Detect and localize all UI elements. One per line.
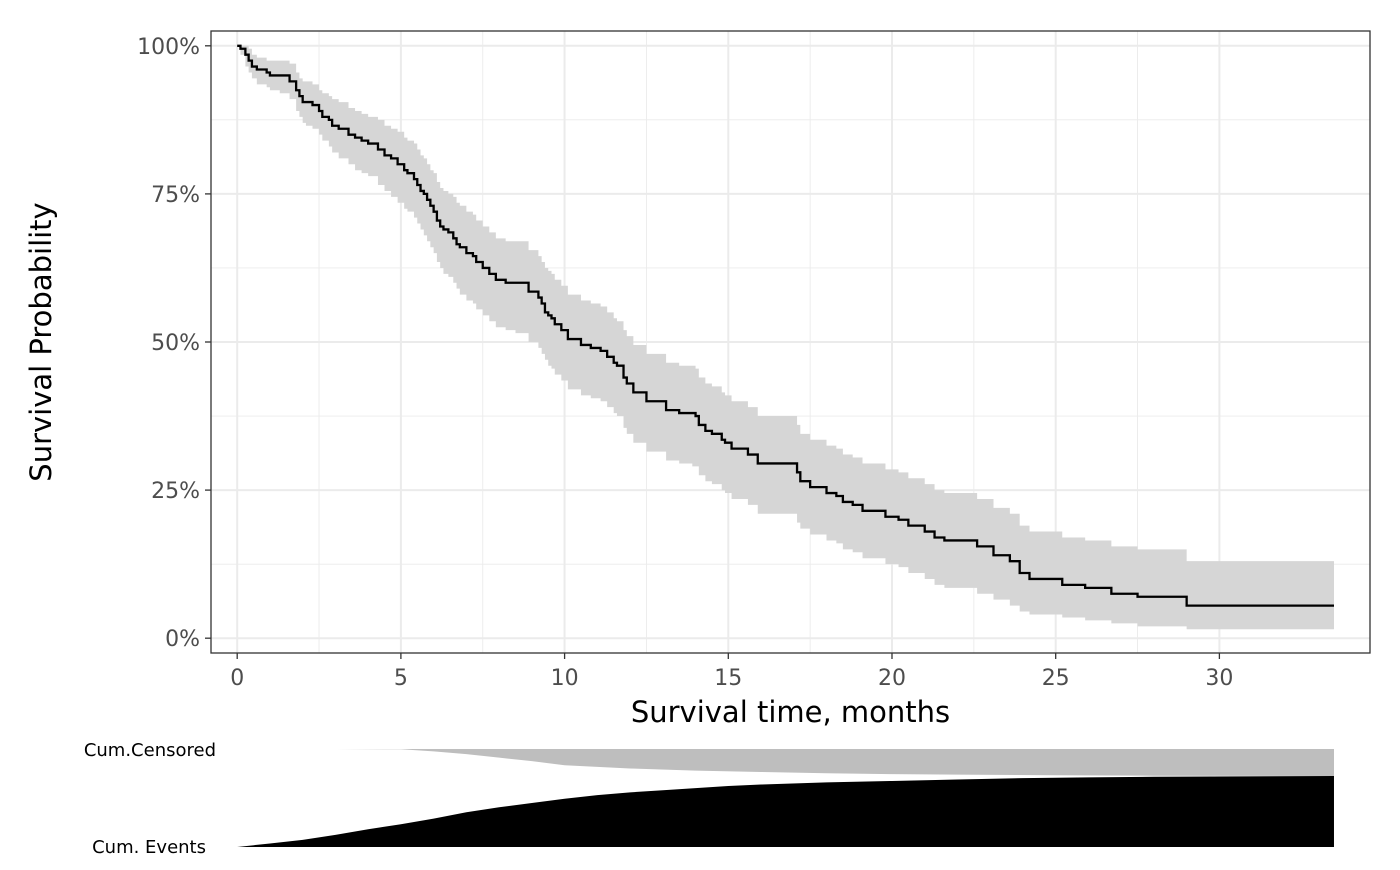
risk-table: Cum.Censored Cum. Events: [84, 740, 1334, 858]
x-tick-label: 5: [394, 666, 408, 691]
x-tick-label: 15: [714, 666, 742, 691]
x-tick-label: 30: [1205, 666, 1233, 691]
y-tick-label: 50%: [151, 331, 200, 356]
x-axis: 0 5 10 15 20 25 30: [230, 653, 1233, 691]
survival-line-layer: [237, 44, 1334, 607]
y-axis: 0% 25% 50% 75% 100%: [137, 35, 211, 652]
x-tick-label: 10: [551, 666, 579, 691]
x-tick-label: 20: [878, 666, 906, 691]
y-tick-label: 25%: [151, 479, 200, 504]
x-tick-label: 0: [230, 666, 244, 691]
cum-censored-label: Cum.Censored: [84, 740, 216, 761]
cum-events-area: [237, 776, 1334, 847]
x-axis-title: Survival time, months: [631, 695, 950, 729]
y-tick-label: 0%: [165, 627, 200, 652]
survival-curve: [237, 44, 1334, 607]
confidence-band-layer: [237, 45, 1334, 630]
confidence-band: [237, 45, 1334, 630]
cum-censored-area: [335, 749, 1334, 776]
y-tick-label: 75%: [151, 183, 200, 208]
x-tick-label: 25: [1042, 666, 1070, 691]
grid-layer: [211, 31, 1370, 653]
cum-events-label: Cum. Events: [92, 837, 206, 858]
y-tick-label: 100%: [137, 35, 200, 60]
y-axis-title: Survival Probability: [24, 202, 58, 481]
